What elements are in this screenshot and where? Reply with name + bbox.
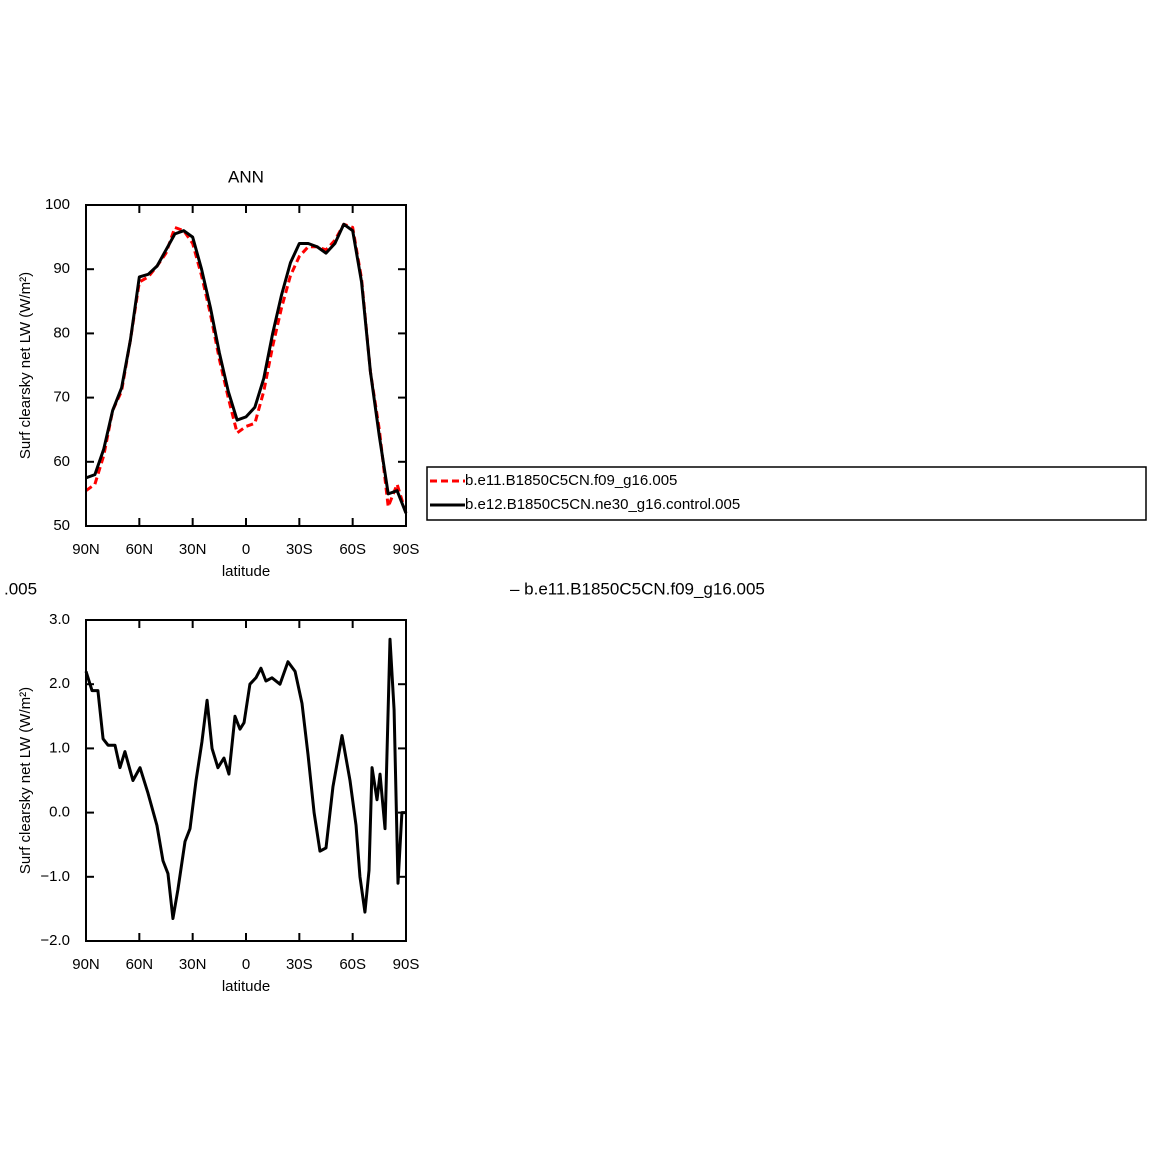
title-right: – b.e11.B1850C5CN.f09_g16.005 — [510, 579, 765, 598]
legend-label: b.e11.B1850C5CN.f09_g16.005 — [465, 472, 677, 489]
x-tick-label: 30S — [286, 956, 313, 973]
x-tick-label: 90S — [393, 541, 420, 558]
x-tick-label: 0 — [242, 541, 250, 558]
x-tick-label: 90N — [72, 956, 100, 973]
y-tick-label: 3.0 — [49, 611, 70, 628]
data-line — [85, 222, 408, 514]
x-tick-label: 30S — [286, 541, 313, 558]
x-tick-label: 60N — [126, 541, 154, 558]
x-tick-label: 60S — [339, 541, 366, 558]
data-line — [85, 222, 408, 514]
y-tick-label: 50 — [53, 517, 70, 534]
y-tick-label: 60 — [53, 453, 70, 470]
x-tick-label: 60N — [126, 956, 154, 973]
y-tick-label: 80 — [53, 324, 70, 341]
x-tick-label: 30N — [179, 541, 207, 558]
x-axis-label: latitude — [222, 978, 270, 995]
x-tick-label: 90N — [72, 541, 100, 558]
x-tick-label: 60S — [339, 956, 366, 973]
legend-label: b.e12.B1850C5CN.ne30_g16.control.005 — [465, 496, 740, 513]
chart-title: ANN — [228, 167, 264, 186]
data-line — [84, 637, 406, 921]
legend-box — [426, 466, 1147, 521]
y-tick-label: −1.0 — [40, 868, 70, 885]
y-tick-label: 100 — [45, 196, 70, 213]
y-axis-label: Surf clearsky net LW (W/m²) — [17, 687, 34, 874]
x-axis-label: latitude — [222, 563, 270, 580]
title-left: .005 — [4, 579, 37, 598]
x-tick-label: 0 — [242, 956, 250, 973]
x-tick-label: 30N — [179, 956, 207, 973]
y-tick-label: 2.0 — [49, 675, 70, 692]
y-tick-label: 90 — [53, 260, 70, 277]
y-tick-label: 1.0 — [49, 739, 70, 756]
y-axis-label: Surf clearsky net LW (W/m²) — [17, 272, 34, 459]
y-tick-label: 70 — [53, 389, 70, 406]
x-tick-label: 90S — [393, 956, 420, 973]
y-tick-label: 0.0 — [49, 804, 70, 821]
y-tick-label: −2.0 — [40, 932, 70, 949]
